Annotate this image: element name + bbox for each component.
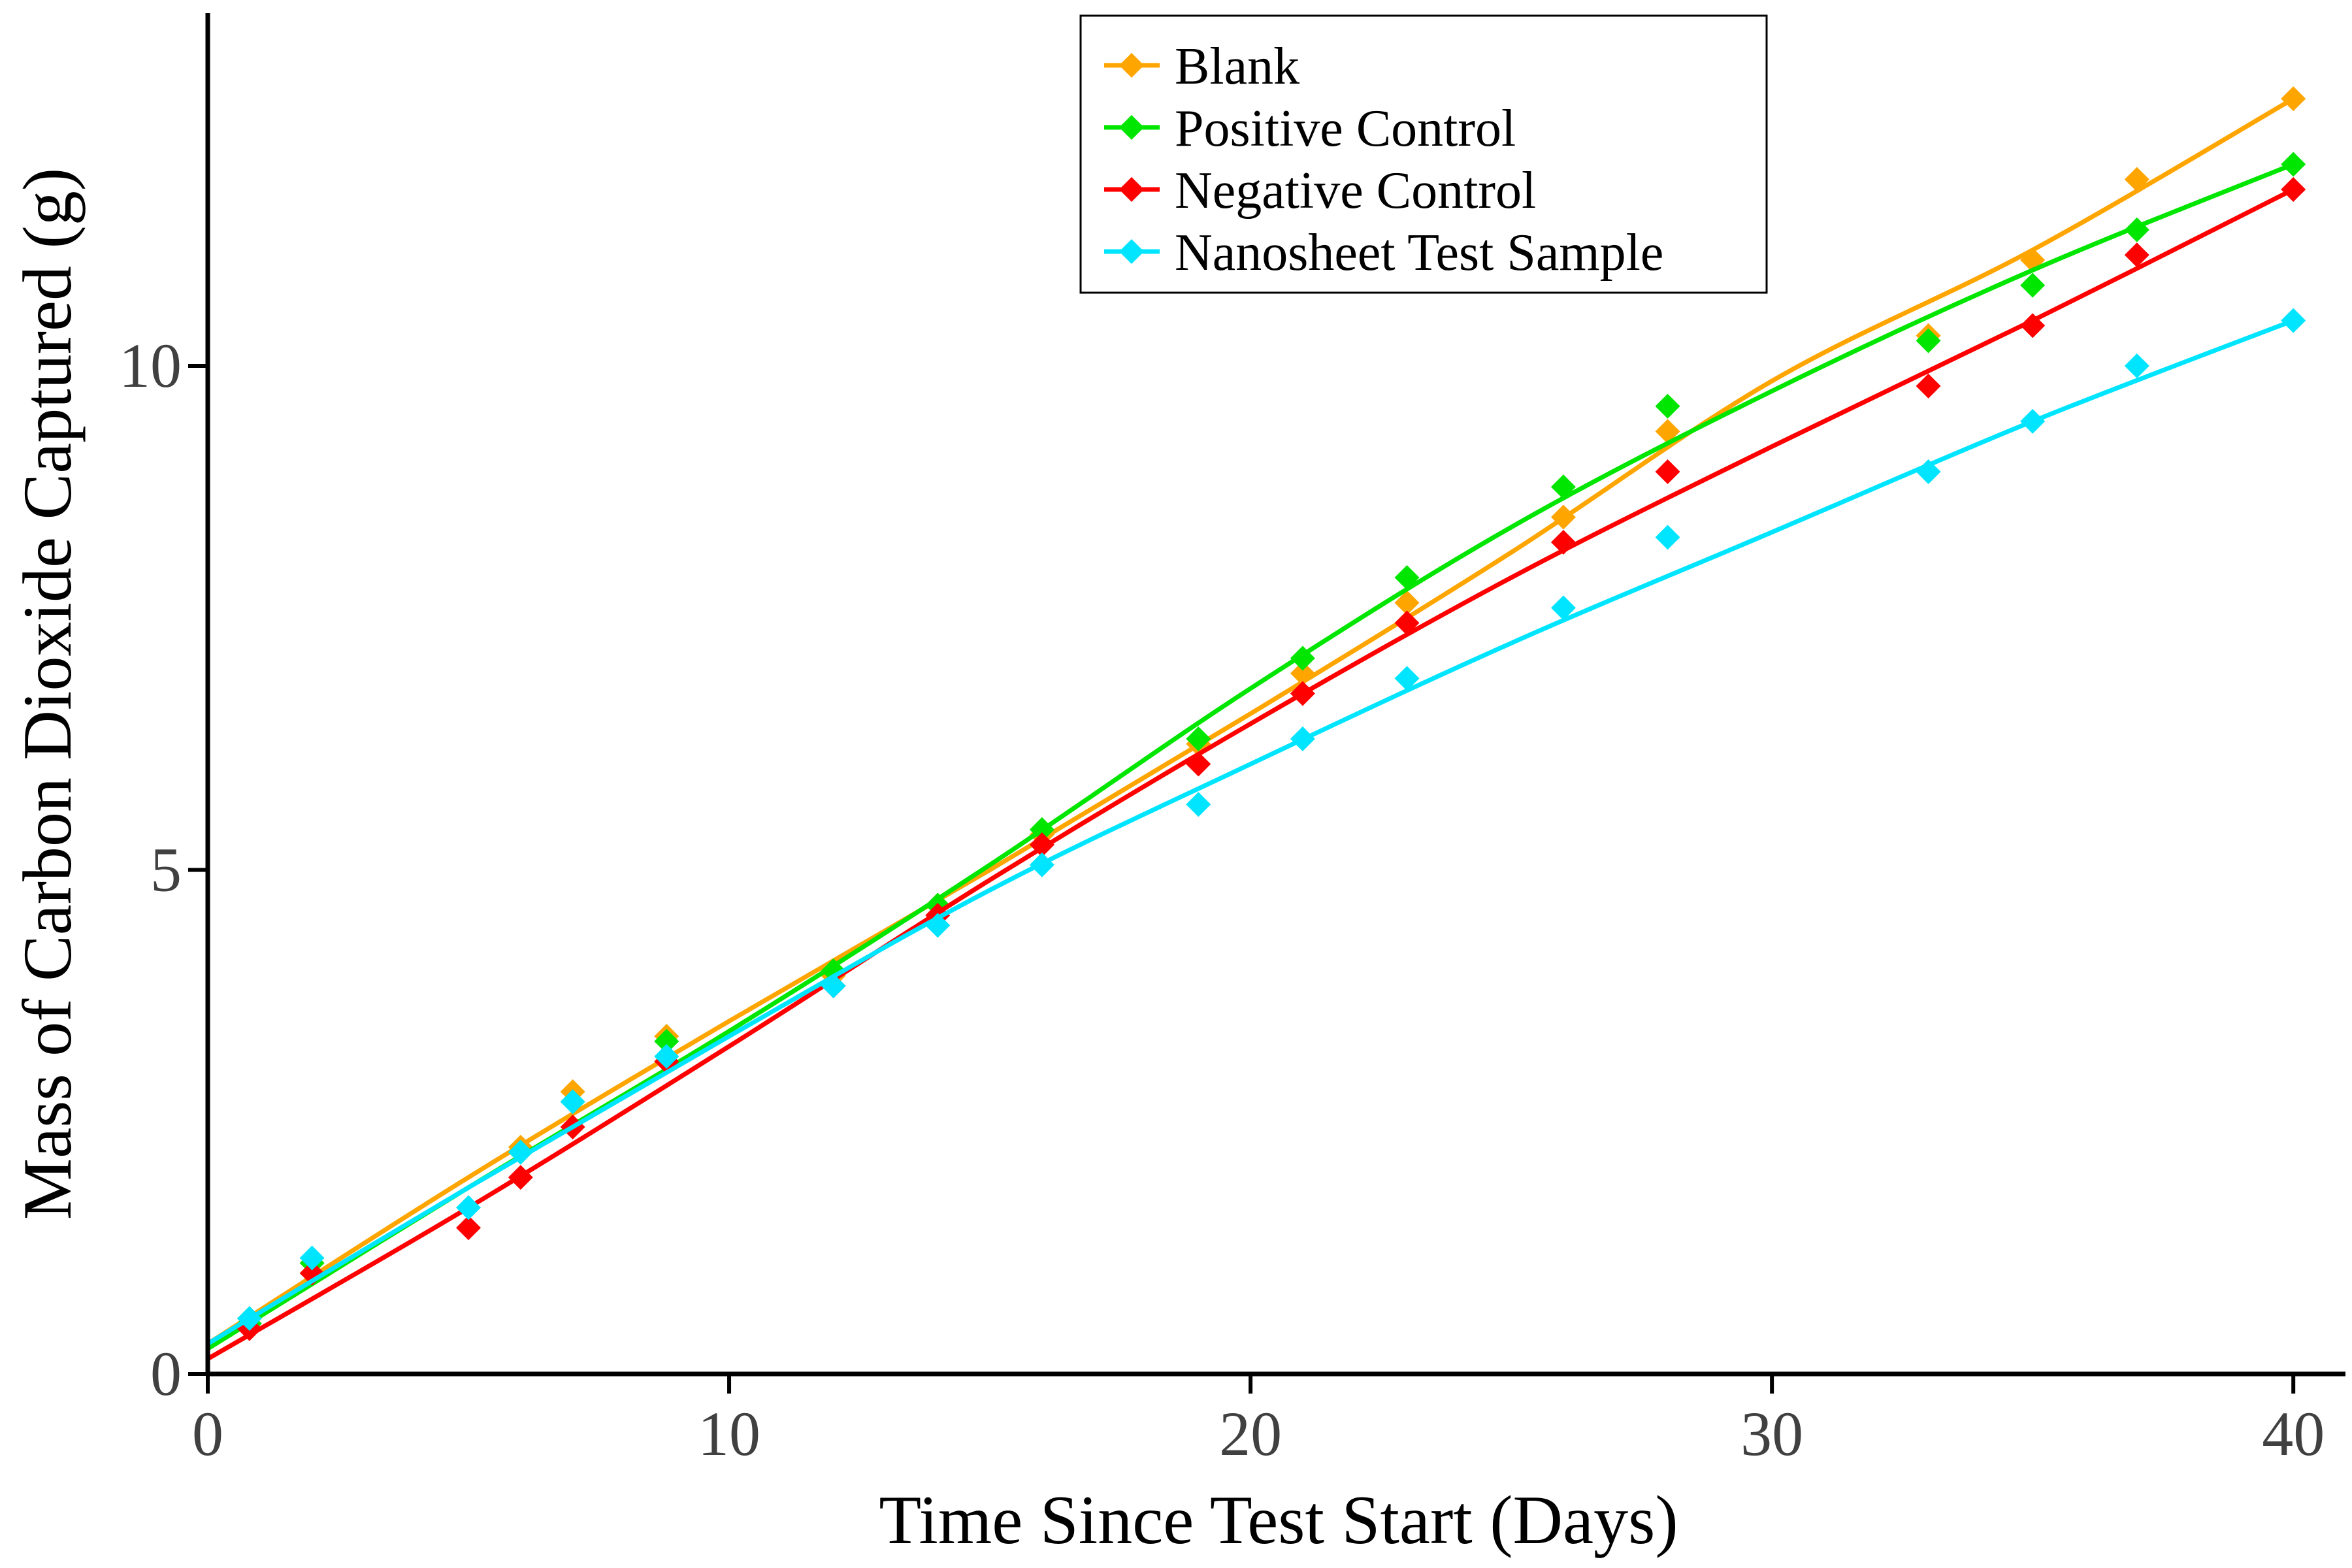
data-point [654, 1028, 679, 1054]
data-point [2281, 152, 2306, 177]
data-point [2281, 308, 2306, 333]
data-point [1916, 459, 1941, 485]
series-line [206, 97, 2295, 1346]
data-point [299, 1245, 325, 1271]
data-point [1029, 832, 1054, 857]
series-3 [206, 177, 2306, 1361]
data-point [1916, 328, 1941, 353]
x-tick-label: 10 [698, 1399, 760, 1469]
legend-item: Blank [1104, 38, 1299, 95]
data-point [237, 1306, 262, 1331]
data-point [1394, 565, 1420, 591]
data-point [456, 1215, 482, 1241]
data-point [2124, 167, 2149, 192]
series-4 [206, 308, 2306, 1346]
data-point [1655, 393, 1680, 419]
series-line [206, 318, 2295, 1346]
data-point [1290, 661, 1315, 686]
x-axis: 0 10 20 30 40 [192, 1371, 2345, 1469]
data-point [1186, 726, 1211, 751]
x-tick-label: 0 [192, 1399, 223, 1469]
data-point [1394, 666, 1420, 691]
data-point [1290, 645, 1315, 671]
legend-label: Nanosheet Test Sample [1175, 224, 1663, 282]
data-point [2020, 272, 2046, 298]
data-point [508, 1165, 533, 1190]
data-point [1394, 590, 1420, 615]
legend-box [1079, 14, 1768, 294]
data-point [1394, 610, 1420, 636]
data-point [2020, 408, 2046, 434]
data-point [1290, 726, 1315, 751]
data-point [1550, 595, 1576, 621]
data-point [508, 1139, 533, 1165]
x-tick-label: 30 [1740, 1399, 1803, 1469]
data-point [2020, 313, 2046, 338]
data-point [1655, 525, 1680, 550]
data-point [2281, 86, 2306, 112]
data-point [1550, 504, 1576, 530]
data-point [560, 1089, 585, 1115]
legend-label: Positive Control [1175, 100, 1516, 157]
legend-swatch-marker [1119, 239, 1144, 264]
legend-swatch-marker [1119, 53, 1144, 78]
data-point [821, 973, 846, 998]
legend-label: Negative Control [1175, 162, 1536, 220]
y-tick-label: 5 [150, 835, 182, 905]
data-point [654, 1043, 679, 1069]
data-point [1029, 852, 1054, 877]
y-axis-label: Mass of Carbon Dioxide Captured (g) [9, 168, 86, 1220]
series-line [206, 187, 2295, 1361]
data-point [1186, 792, 1211, 817]
data-point [1916, 373, 1941, 399]
legend-label: Blank [1175, 38, 1299, 95]
legend-item: Nanosheet Test Sample [1104, 224, 1663, 282]
y-axis: 0 5 10 [119, 13, 210, 1409]
y-tick-label: 10 [119, 331, 182, 400]
y-tick-label: 0 [150, 1339, 182, 1409]
plot-area [206, 86, 2306, 1361]
data-point [1550, 530, 1576, 555]
x-tick-label: 20 [1219, 1399, 1282, 1469]
legend-item: Positive Control [1104, 100, 1516, 157]
legend-item: Negative Control [1104, 162, 1536, 220]
data-point [1550, 474, 1576, 500]
data-point [1186, 751, 1211, 777]
x-tick-label: 40 [2262, 1399, 2325, 1469]
legend-swatch-marker [1119, 177, 1144, 202]
x-axis-label: Time Since Test Start (Days) [879, 1482, 1678, 1558]
data-point [2124, 217, 2149, 242]
data-point [2124, 353, 2149, 379]
data-point [1290, 681, 1315, 706]
data-point [1029, 817, 1054, 842]
data-point [456, 1195, 482, 1220]
data-point [2124, 242, 2149, 268]
legend-swatch-marker [1119, 115, 1144, 140]
data-point [2281, 177, 2306, 203]
data-point [925, 913, 951, 938]
data-point [1655, 459, 1680, 485]
